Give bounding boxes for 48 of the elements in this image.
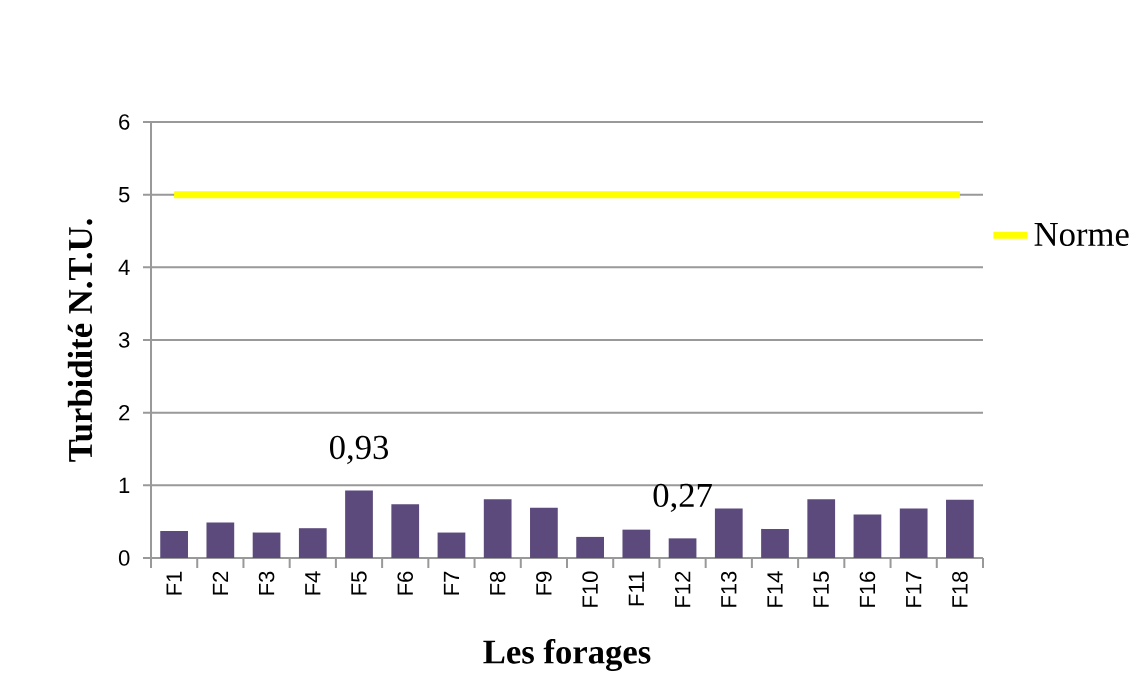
bar (668, 538, 697, 558)
x-tick-label: F3 (258, 571, 275, 595)
bar (345, 490, 373, 558)
data-label: 0,27 (653, 483, 712, 513)
bar (206, 522, 235, 558)
x-tick-label: F13 (720, 571, 737, 607)
x-tick-label: F18 (952, 571, 968, 607)
y-tick-label: 2 (119, 404, 130, 421)
bar (576, 536, 604, 558)
x-tick-label: F7 (443, 571, 460, 595)
y-tick-label: 6 (119, 114, 130, 130)
bar (899, 508, 928, 558)
bar (391, 504, 420, 558)
bar (807, 499, 836, 558)
x-tick-label: F4 (305, 571, 321, 595)
bar (530, 507, 558, 558)
bar (714, 508, 743, 558)
x-tick-label: F15 (813, 571, 829, 607)
y-tick-label: 3 (118, 332, 130, 348)
bar (761, 528, 789, 558)
x-tick-label: F8 (489, 571, 506, 595)
x-tick-label: F5 (351, 571, 367, 595)
bar (483, 499, 512, 558)
x-tick-label: F6 (397, 571, 414, 595)
y-axis-title: Turbidité N.T.U. (67, 219, 93, 462)
x-tick-label: F1 (166, 571, 182, 595)
x-tick-label: F12 (674, 571, 691, 607)
bar (853, 514, 882, 558)
x-axis-title: Les forages (483, 638, 651, 672)
x-tick-label: F17 (906, 571, 922, 607)
y-tick-label: 0 (118, 550, 130, 566)
bar (160, 531, 188, 558)
x-tick-label: F2 (212, 571, 229, 595)
x-tick-label: F11 (628, 571, 644, 606)
x-tick-label: F9 (536, 571, 552, 595)
bar (252, 532, 281, 558)
bar (298, 528, 327, 558)
x-tick-label: F14 (767, 571, 783, 607)
x-tick-label: F16 (859, 571, 876, 607)
y-tick-label: 5 (118, 186, 130, 203)
y-tick-label: 4 (118, 259, 130, 275)
bar (622, 529, 651, 558)
bar (946, 499, 974, 558)
x-tick-label: F10 (582, 571, 598, 607)
bar (437, 532, 466, 558)
legend-label: Norme (1034, 222, 1129, 247)
data-label: 0,93 (329, 435, 388, 465)
y-tick-label: 1 (119, 477, 130, 493)
